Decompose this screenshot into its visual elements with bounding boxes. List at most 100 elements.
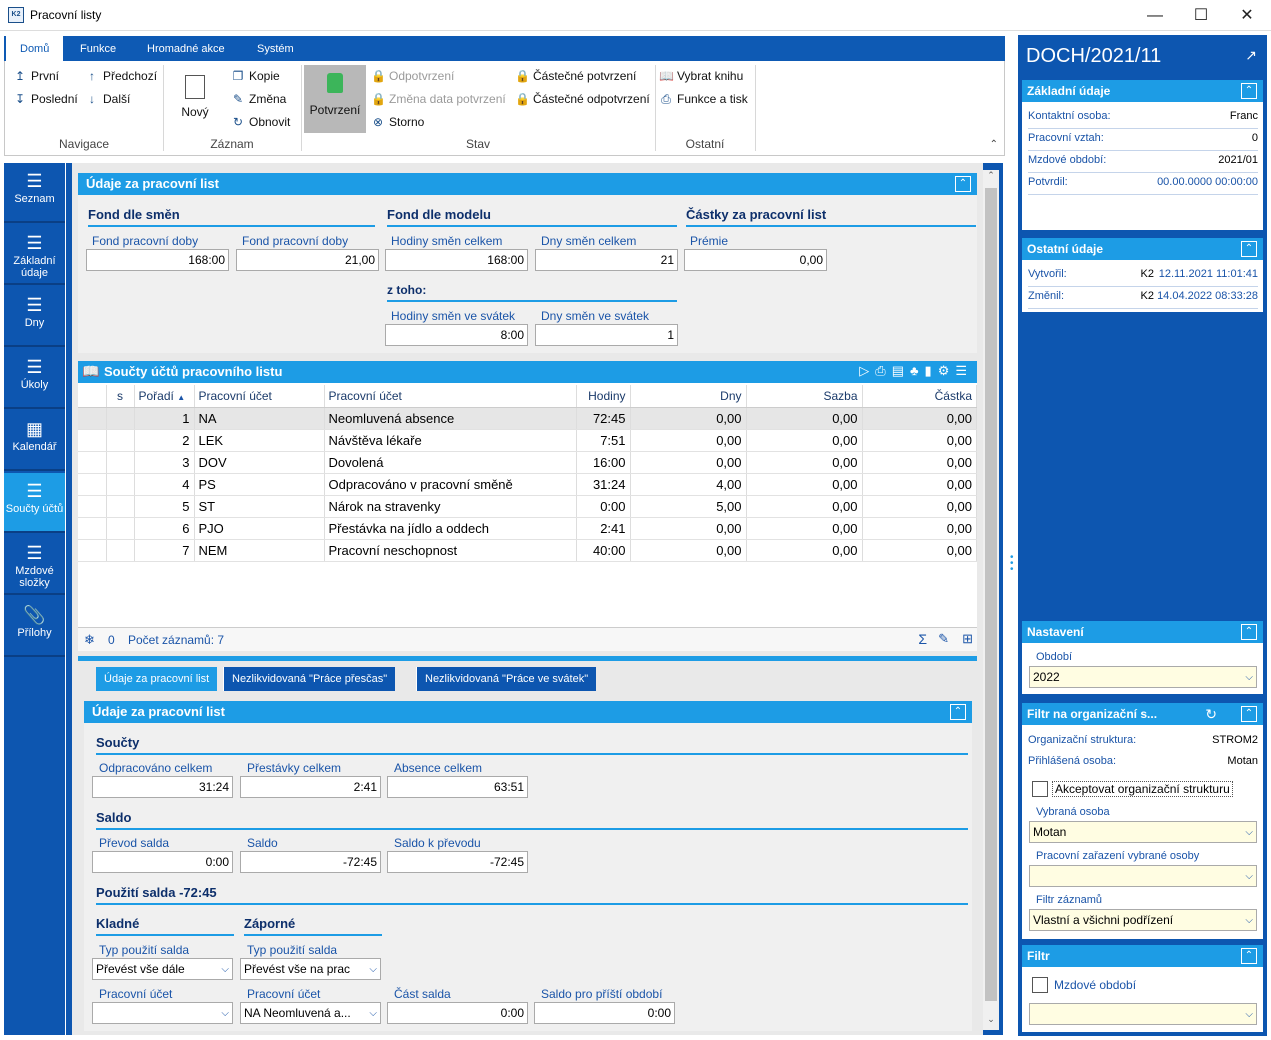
select-typ-pouziti-kladne[interactable]: Převést vše dále ⌵ <box>92 958 233 980</box>
new-button[interactable]: Nový <box>177 75 213 119</box>
chart-icon[interactable]: ▤ <box>891 363 910 378</box>
first-button[interactable]: ↥ První <box>14 69 60 83</box>
field-prevod-salda[interactable]: 0:00 <box>92 851 233 873</box>
collapse-ribbon-icon[interactable]: ⌃ <box>989 139 998 150</box>
checkbox-akceptovat[interactable] <box>1032 781 1048 797</box>
field-fond-pracovni-doby-dny[interactable]: 21,00 <box>236 249 379 271</box>
select-book-button[interactable]: 📖 Vybrat knihu <box>659 69 744 83</box>
field-saldo-pristi-obdobi[interactable]: 0:00 <box>534 1002 675 1024</box>
unconfirm-button[interactable]: 🔒 Odpotvrzení <box>371 69 455 83</box>
tree-icon[interactable]: ♣ <box>910 363 925 378</box>
field-cast-salda[interactable]: 0:00 <box>387 1002 528 1024</box>
gear-icon[interactable]: ⚙ <box>937 363 956 378</box>
select-filtr-zaznamu[interactable]: Vlastní a všichni podřízení ⌵ <box>1029 909 1257 931</box>
change-button[interactable]: ✎ Změna <box>232 92 287 106</box>
chevron-up-icon[interactable]: ⌃ <box>955 176 971 192</box>
functions-print-button[interactable]: ⎙ Funkce a tisk <box>659 92 748 107</box>
refresh-button[interactable]: ↻ Obnovit <box>232 115 291 129</box>
copy-button[interactable]: ❐ Kopie <box>232 69 280 83</box>
table-row[interactable]: 7 NEM Pracovní neschopnost 40:00 0,00 0,00 0,0… <box>78 539 977 562</box>
select-vybrana-osoba[interactable]: Motan ⌵ <box>1029 821 1257 843</box>
field-hodiny-smen-celkem[interactable]: 168:00 <box>385 249 528 271</box>
tab-prace-prescas[interactable]: Nezlikvidovaná "Práce přesčas" <box>223 667 396 691</box>
col-pracovni-ucet-nazev[interactable]: Pracovní účet <box>324 385 577 408</box>
previous-button[interactable]: ↑ Předchozí <box>85 69 157 83</box>
popout-icon[interactable]: ↗ <box>1245 47 1257 63</box>
tab-domu[interactable]: Domů <box>6 36 64 61</box>
field-hodiny-smen-svatek[interactable]: 8:00 <box>385 324 528 346</box>
field-odpracovano-celkem[interactable]: 31:24 <box>92 776 233 798</box>
select-pracovni-zarazeni[interactable]: ⌵ <box>1029 865 1257 887</box>
nav-prilohy[interactable]: 📎 Přílohy <box>4 597 65 657</box>
select-typ-pouziti-zaporne[interactable]: Převést vše na prac ⌵ <box>240 958 381 980</box>
col-castka[interactable]: Částka <box>862 385 977 408</box>
table-row[interactable]: 3 DOV Dovolená 16:00 0,00 0,00 0,00 <box>78 451 977 474</box>
field-premie[interactable]: 0,00 <box>684 249 827 271</box>
nav-zakladni-udaje[interactable]: ☰ Základní údaje <box>4 225 65 285</box>
partial-confirm-button[interactable]: 🔒 Částečné potvrzení <box>515 69 637 83</box>
col-dny[interactable]: Dny <box>630 385 747 408</box>
nav-dny[interactable]: ☰ Dny <box>4 287 65 347</box>
field-prestavky-celkem[interactable]: 2:41 <box>240 776 381 798</box>
splitter[interactable] <box>78 656 977 661</box>
table-row[interactable]: 2 LEK Návštěva lékaře 7:51 0,00 0,00 0,00 <box>78 429 977 452</box>
select-pracovni-ucet-kladne[interactable]: ⌵ <box>92 1002 233 1024</box>
col-poradi[interactable]: Pořadí ▲ <box>134 385 195 408</box>
nav-kalendar[interactable]: ▦ Kalendář <box>4 411 65 471</box>
select-pracovni-ucet-zaporne[interactable]: NA Neomluvená a... ⌵ <box>240 1002 381 1024</box>
table-row[interactable]: 1 NA Neomluvená absence 72:45 0,00 0,00 0,00 <box>78 407 977 430</box>
close-button[interactable]: ✕ <box>1240 7 1254 24</box>
col-s[interactable]: s <box>106 385 135 408</box>
nav-ukoly[interactable]: ☰ Úkoly <box>4 349 65 409</box>
next-button[interactable]: ↓ Další <box>85 92 130 106</box>
play-icon[interactable]: ▷ <box>859 363 876 378</box>
chevron-up-icon[interactable]: ⌃ <box>1241 83 1257 99</box>
nav-seznam[interactable]: ☰ Seznam <box>4 163 65 223</box>
field-absence-celkem[interactable]: 63:51 <box>387 776 528 798</box>
chevron-up-icon[interactable]: ⌃ <box>1241 706 1257 722</box>
chevron-up-icon[interactable]: ⌃ <box>950 704 966 720</box>
tab-system[interactable]: Systém <box>257 43 294 55</box>
nav-soucty-uctu[interactable]: ☰ Součty účtů <box>4 473 65 533</box>
tab-prace-ve-svatek[interactable]: Nezlikvidovaná "Práce ve svátek" <box>416 667 597 691</box>
field-fond-pracovni-doby-hodiny[interactable]: 168:00 <box>86 249 229 271</box>
edit-icon[interactable]: ✎ <box>938 631 949 646</box>
menu-icon[interactable]: ☰ <box>955 363 973 378</box>
maximize-button[interactable]: ☐ <box>1193 7 1209 24</box>
col-pracovni-ucet-kod[interactable]: Pracovní účet <box>194 385 325 408</box>
tab-udaje-za-pracovni-list[interactable]: Údaje za pracovní list <box>96 667 218 691</box>
sum-icon[interactable]: Σ <box>918 631 927 647</box>
barcode-icon[interactable]: ▮ <box>924 363 938 378</box>
scroll-down-icon[interactable]: ⌄ <box>987 1014 995 1024</box>
last-button[interactable]: ↧ Poslední <box>14 92 78 106</box>
table-row[interactable]: 6 PJO Přestávka na jídlo a oddech 2:41 0,00 0… <box>78 517 977 540</box>
col-hodiny[interactable]: Hodiny <box>576 385 631 408</box>
scroll-up-icon[interactable]: ⌃ <box>987 170 995 180</box>
scrollbar-thumb[interactable] <box>985 188 997 1001</box>
nav-mzdove-slozky[interactable]: ☰ Mzdové složky <box>4 535 65 595</box>
field-saldo[interactable]: -72:45 <box>240 851 381 873</box>
chevron-up-icon[interactable]: ⌃ <box>1241 241 1257 257</box>
col-sazba[interactable]: Sazba <box>746 385 863 408</box>
tab-funkce[interactable]: Funkce <box>80 43 117 55</box>
field-dny-smen-svatek[interactable]: 1 <box>535 324 678 346</box>
select-mzdove-obdobi[interactable]: ⌵ <box>1029 1003 1257 1025</box>
partial-unconfirm-button[interactable]: 🔒 Částečné odpotvrzení <box>515 92 650 106</box>
minimize-button[interactable]: — <box>1147 7 1163 24</box>
chevron-up-icon[interactable]: ⌃ <box>1241 624 1257 640</box>
vertical-scrollbar[interactable]: ⌃ ⌄ <box>983 170 999 1030</box>
field-dny-smen-celkem[interactable]: 21 <box>535 249 678 271</box>
table-row[interactable]: 4 PS Odpracováno v pracovní směně 31:24 4,00… <box>78 473 977 496</box>
printer-icon[interactable]: ⎙ <box>875 363 892 378</box>
change-confirm-date-button[interactable]: 🔒 Změna data potvrzení <box>371 92 506 106</box>
vertical-splitter[interactable]: • • • <box>1007 35 1017 1036</box>
cancel-button[interactable]: ⊗ Storno <box>372 115 425 129</box>
field-saldo-k-prevodu[interactable]: -72:45 <box>387 851 528 873</box>
select-obdobi[interactable]: 2022 ⌵ <box>1029 666 1257 688</box>
checkbox-mzdove-obdobi[interactable] <box>1032 977 1048 993</box>
add-record-icon[interactable]: ⊞ <box>962 631 973 646</box>
chevron-up-icon[interactable]: ⌃ <box>1241 948 1257 964</box>
table-row[interactable]: 5 ST Nárok na stravenky 0:00 5,00 0,00 0,00 <box>78 495 977 518</box>
refresh-icon[interactable]: ↻ <box>1205 706 1217 722</box>
confirm-button[interactable]: Potvrzení <box>304 65 366 133</box>
